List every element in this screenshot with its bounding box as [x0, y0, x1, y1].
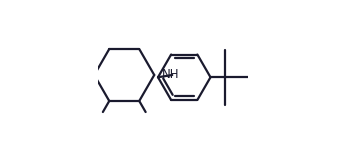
Text: NH: NH	[162, 69, 179, 81]
